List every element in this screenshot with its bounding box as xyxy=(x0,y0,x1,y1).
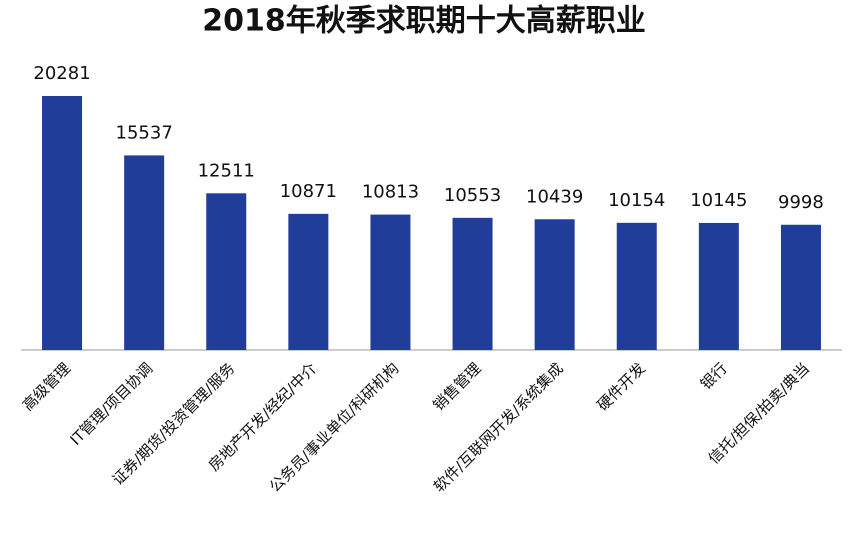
bar xyxy=(534,219,575,350)
x-tick-label: 销售管理 xyxy=(429,359,484,414)
bar xyxy=(370,214,411,350)
value-label: 10553 xyxy=(444,185,501,206)
value-label: 10871 xyxy=(280,181,337,202)
value-label: 10813 xyxy=(362,182,419,203)
x-tick-label: 高级管理 xyxy=(19,359,74,414)
value-label: 20281 xyxy=(33,63,90,84)
x-tick-label: IT管理/项目协调 xyxy=(67,359,157,449)
value-label: 10145 xyxy=(690,190,747,211)
value-label: 12511 xyxy=(198,160,255,181)
bar xyxy=(780,224,821,350)
bar xyxy=(452,217,493,350)
value-label: 10154 xyxy=(608,190,665,211)
bar xyxy=(124,155,165,350)
chart-title: 2018年秋季求职期十大高薪职业 xyxy=(202,4,646,39)
bar xyxy=(698,222,739,350)
value-label: 15537 xyxy=(116,122,173,143)
bar xyxy=(206,193,247,350)
x-tick-label: 银行 xyxy=(697,359,731,393)
x-tick-label: 硬件开发 xyxy=(594,359,649,414)
bar xyxy=(288,213,329,350)
value-label: 9998 xyxy=(778,192,824,213)
bar xyxy=(42,96,83,350)
bar xyxy=(616,222,657,350)
value-label: 10439 xyxy=(526,186,583,207)
